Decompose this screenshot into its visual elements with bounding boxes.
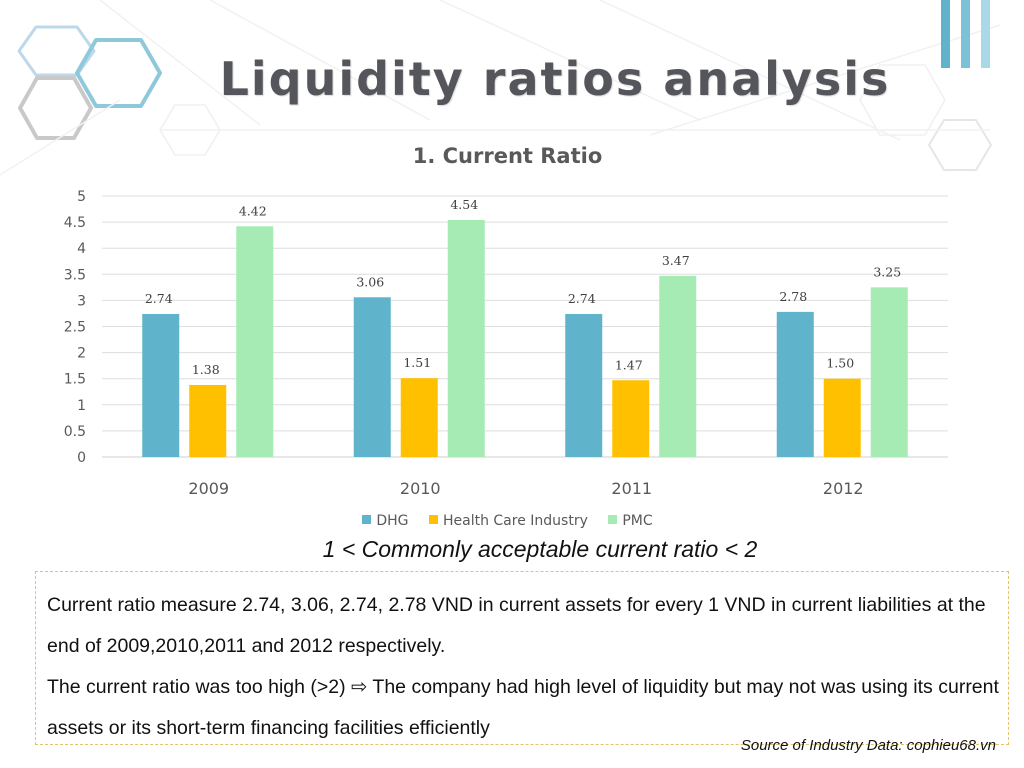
data-label-health-care-industry-2011: 1.47	[615, 357, 643, 372]
data-label-pmc-2011: 3.47	[662, 253, 690, 268]
x-tick-label: 2009	[188, 479, 229, 498]
legend-swatch-pmc	[608, 515, 618, 524]
data-label-dhg-2011: 2.74	[568, 291, 596, 306]
data-label-pmc-2010: 4.54	[450, 197, 478, 212]
bar-health-care-industry-2009	[189, 384, 227, 457]
y-axis-ticks: 0 0.5 1 1.5 2 2.5 3 3.5 4 4.5 5	[64, 189, 86, 466]
x-tick-label: 2011	[611, 479, 652, 498]
y-tick-label: 2	[77, 346, 86, 362]
bar-health-care-industry-2012	[823, 378, 861, 457]
y-tick-label: 4.5	[64, 215, 86, 231]
explanation-paragraph: Current ratio measure 2.74, 3.06, 2.74, …	[47, 594, 986, 657]
conclusion-paragraph: The current ratio was too high (>2) ⇨ Th…	[47, 676, 999, 739]
data-label-health-care-industry-2012: 1.50	[826, 356, 854, 371]
bar-health-care-industry-2010	[400, 378, 438, 457]
bar-dhg-2012	[776, 311, 814, 457]
data-label-health-care-industry-2010: 1.51	[403, 355, 431, 370]
data-label-pmc-2012: 3.25	[873, 264, 901, 279]
source-note: Source of Industry Data: cophieu68.vn	[740, 737, 996, 754]
x-tick-label: 2010	[400, 479, 441, 498]
y-tick-label: 5	[77, 189, 86, 205]
explanation-textbox: Current ratio measure 2.74, 3.06, 2.74, …	[35, 571, 1009, 745]
legend-label-pmc: PMC	[622, 513, 653, 529]
data-label-pmc-2009: 4.42	[239, 203, 267, 218]
legend-item-pmc: PMC	[608, 513, 653, 529]
bars	[142, 220, 908, 457]
data-label-dhg-2010: 3.06	[356, 274, 384, 289]
legend-swatch-dhg	[362, 515, 372, 524]
y-tick-label: 3.5	[64, 267, 86, 283]
bar-pmc-2009	[236, 226, 274, 457]
y-tick-label: 2.5	[64, 320, 86, 336]
data-label-health-care-industry-2009: 1.38	[192, 362, 220, 377]
bar-dhg-2011	[565, 313, 603, 457]
bar-dhg-2010	[353, 297, 391, 457]
legend-swatch-health-care-industry	[428, 515, 438, 524]
legend-label-dhg: DHG	[376, 513, 409, 529]
bar-pmc-2010	[447, 220, 485, 457]
y-tick-label: 1.5	[64, 372, 86, 388]
acceptable-range-note: 1 < Commonly acceptable current ratio < …	[322, 536, 758, 562]
data-labels: 2.74 1.38 4.42 3.06 1.51 4.54 2.74 1.47 3.47 2.78…	[145, 197, 901, 377]
x-axis-ticks: 2009 2010 2011 2012	[188, 479, 863, 498]
legend: DHG Health Care Industry PMC	[0, 513, 1015, 529]
y-tick-label: 3	[77, 293, 86, 309]
current-ratio-bar-chart: 0 0.5 1 1.5 2 2.5 3 3.5 4 4.5 5 2.74 1.38 4.42 3.06 1.…	[64, 189, 948, 498]
bar-dhg-2009	[142, 313, 180, 457]
legend-label-health-care-industry: Health Care Industry	[442, 513, 588, 529]
y-tick-label: 1	[77, 398, 86, 414]
legend-item-dhg: DHG	[362, 513, 409, 529]
legend-item-health-care-industry: Health Care Industry	[428, 513, 588, 529]
chart-title: 1. Current Ratio	[412, 144, 603, 168]
bar-pmc-2011	[659, 275, 697, 457]
bar-health-care-industry-2011	[612, 380, 650, 457]
y-tick-label: 0.5	[64, 424, 86, 440]
x-tick-label: 2012	[823, 479, 864, 498]
data-label-dhg-2012: 2.78	[779, 289, 807, 304]
bar-pmc-2012	[870, 287, 908, 457]
data-label-dhg-2009: 2.74	[145, 291, 173, 306]
y-tick-label: 4	[77, 241, 86, 257]
gridlines	[102, 195, 948, 458]
y-tick-label: 0	[77, 450, 86, 466]
slide-title: Liquidity ratios analysis	[219, 52, 891, 106]
